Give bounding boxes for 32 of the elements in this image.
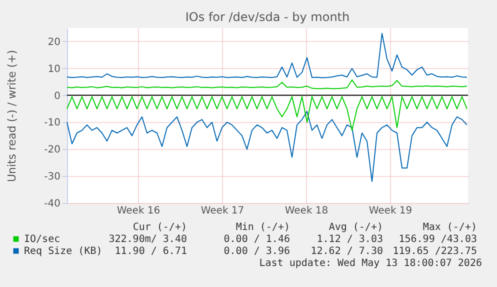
text: Avg (-/+) [328,222,383,233]
y-tick-label: -30 [44,172,60,183]
line-series [66,96,468,131]
text: 156.99 /43.03 [398,234,477,245]
text: 322.90m/ 3.40 [108,234,187,245]
text: 119.65 /223.75 [392,246,477,257]
y-tick-label: 0 [54,90,60,102]
text: 12.62 / 7.30 [310,246,383,257]
text: 0.00 / 3.96 [224,246,290,257]
x-tick-label: Week 17 [200,206,244,216]
legend-label: Req Size (KB) [24,246,102,257]
y-tick-label: 20 [48,36,60,48]
chart-title: IOs for /dev/sda - by month [185,10,350,24]
text: 0.00 / 1.46 [224,234,290,245]
y-axis-title: Units read (-) / write (+) [6,50,18,182]
text: Min (-/+) [236,222,290,233]
text: Last update: Wed May 13 18:00:07 2026 [259,258,482,269]
line-series [66,79,468,90]
y-tick-label: -40 [44,198,60,210]
line-series [66,32,468,78]
y-tick-label: 10 [48,64,60,75]
text: Max (-/+) [422,222,477,233]
x-tick-label: Week 18 [284,206,328,216]
text: 1.12 / 3.03 [316,234,383,245]
text: 11.90 / 6.71 [114,246,187,257]
x-tick-label: Week 16 [116,206,160,216]
x-tick-label: Week 19 [368,206,412,216]
y-tick-label: -10 [44,118,60,129]
legend-label: IO/sec [24,234,60,245]
text: Cur (-/+) [132,222,187,233]
y-tick-label: -20 [44,144,60,156]
line-series [66,110,468,182]
